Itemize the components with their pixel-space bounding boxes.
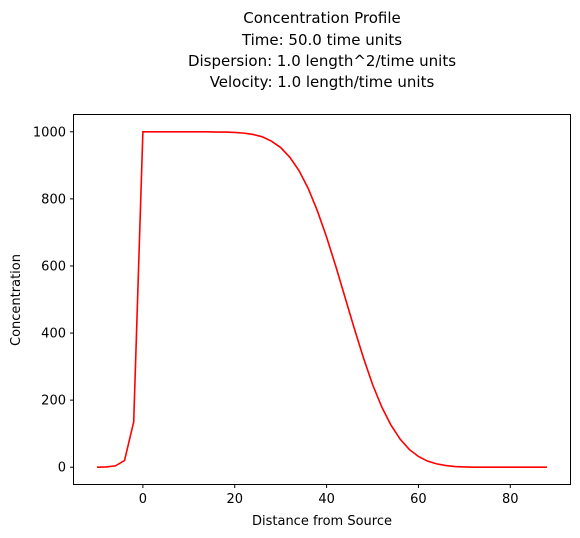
y-tick-label: 800 — [41, 192, 66, 207]
x-axis-label: Distance from Source — [252, 514, 392, 529]
x-tick-label: 40 — [318, 492, 335, 507]
x-tick-label: 80 — [502, 492, 519, 507]
y-tick-label: 1000 — [33, 125, 66, 140]
x-axis: 0 20 40 60 80 — [139, 484, 519, 507]
plot-frame — [73, 114, 571, 485]
title-line-3: Dispersion: 1.0 length^2/time units — [188, 52, 456, 70]
x-tick-label: 0 — [139, 492, 147, 507]
title-line-1: Concentration Profile — [243, 9, 401, 27]
chart-title: Concentration Profile Time: 50.0 time un… — [188, 9, 456, 91]
y-tick-label: 200 — [41, 394, 66, 409]
title-line-2: Time: 50.0 time units — [241, 31, 402, 49]
x-tick-label: 60 — [410, 492, 427, 507]
y-tick-label: 0 — [58, 461, 66, 476]
title-line-4: Velocity: 1.0 length/time units — [210, 73, 435, 91]
y-axis: 0 200 400 600 800 1000 — [33, 125, 74, 476]
concentration-line — [96, 130, 548, 469]
y-axis-label: Concentration — [9, 254, 24, 346]
x-tick-label: 20 — [226, 492, 243, 507]
y-tick-label: 600 — [41, 259, 66, 274]
y-tick-label: 400 — [41, 327, 66, 342]
